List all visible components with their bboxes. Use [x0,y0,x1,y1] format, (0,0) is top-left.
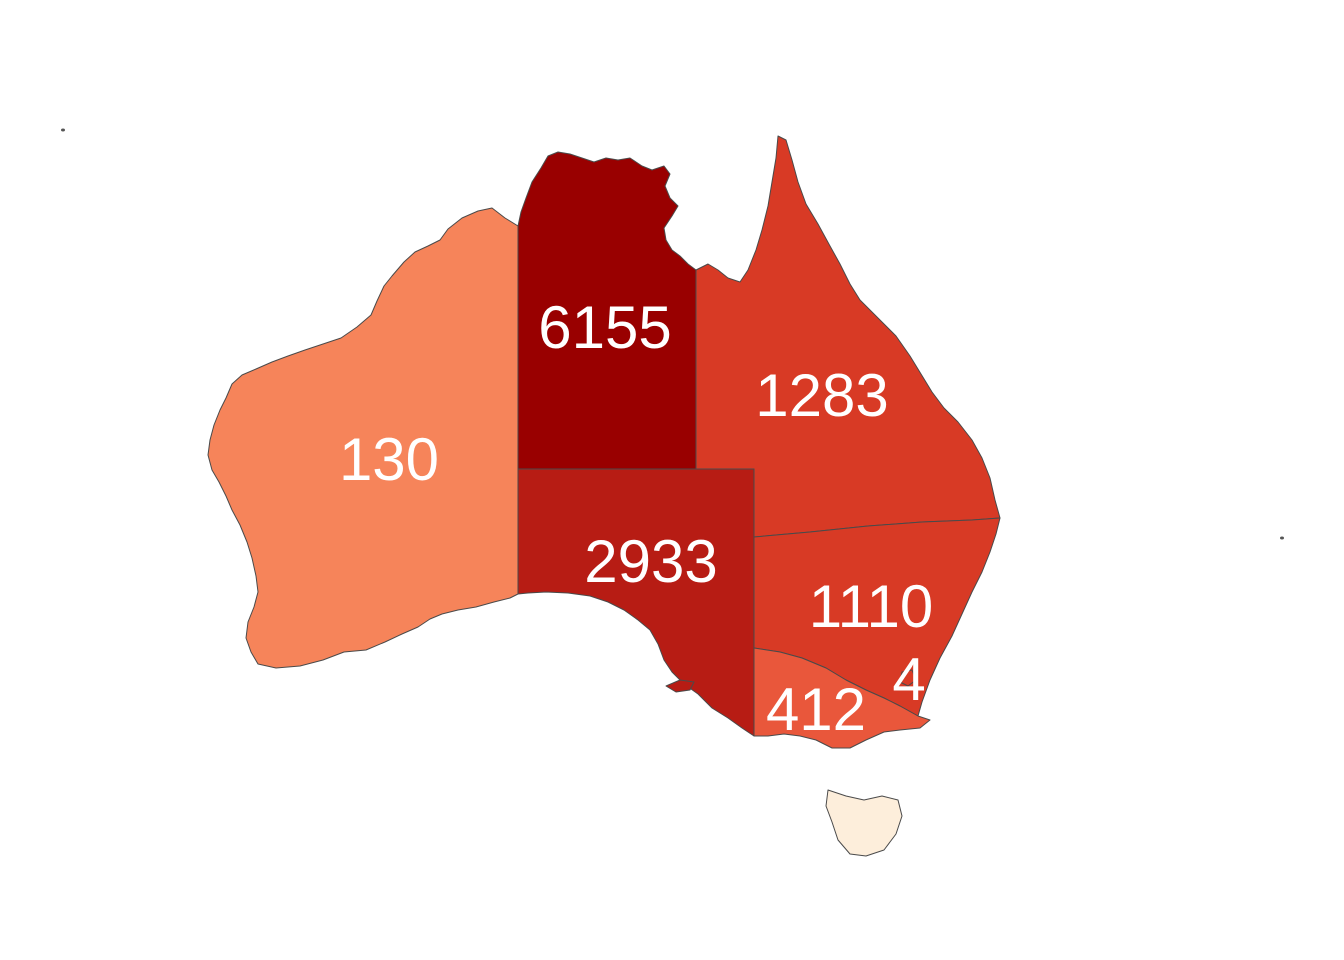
region-nt [517,151,697,470]
region-vic [753,647,931,749]
label-nsw: 1110 [809,573,934,640]
island-kangaroo [665,679,695,693]
island-speck [61,128,65,132]
region-act [899,669,917,687]
label-wa: 130 [339,426,439,493]
label-nt: 6155 [538,294,671,361]
region-wa [207,207,519,669]
region-tas [825,789,903,857]
label-vic: 412 [766,676,866,743]
label-sa: 2933 [584,528,717,595]
island-speck [1280,536,1284,540]
label-act: 4 [892,646,925,713]
region-sa [517,468,755,737]
label-qld: 1283 [755,362,888,429]
